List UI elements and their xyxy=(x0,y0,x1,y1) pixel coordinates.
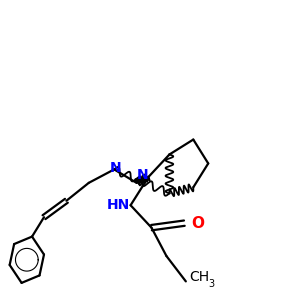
Text: HN: HN xyxy=(107,198,130,212)
Text: O: O xyxy=(191,216,204,231)
Text: 3: 3 xyxy=(208,279,214,290)
Text: N: N xyxy=(110,161,122,175)
Text: CH: CH xyxy=(189,270,209,284)
Text: N: N xyxy=(137,168,148,182)
